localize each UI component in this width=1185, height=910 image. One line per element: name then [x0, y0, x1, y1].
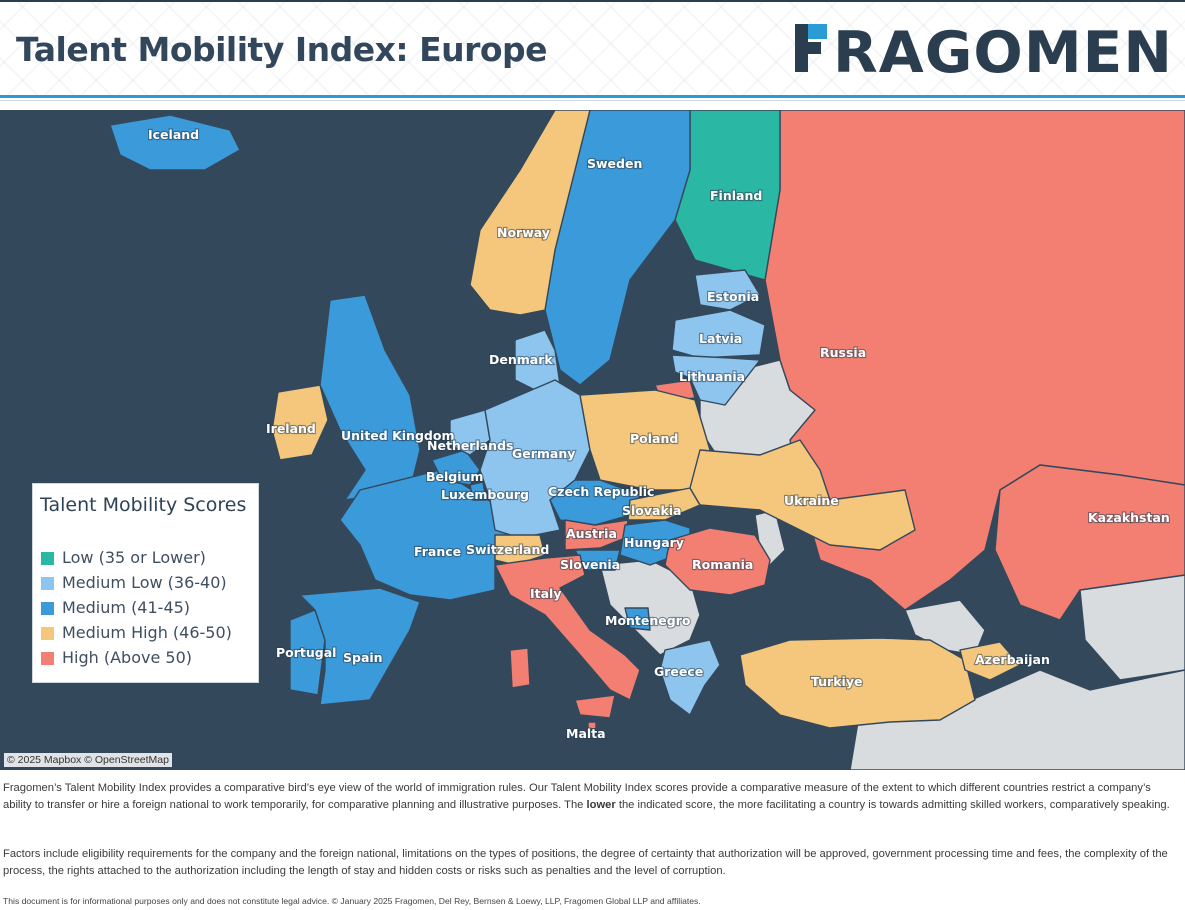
label-malta: Malta: [566, 726, 606, 741]
country-romania[interactable]: [664, 527, 771, 596]
label-montenegro: Montenegro: [605, 613, 691, 628]
legend-swatch: [41, 627, 54, 640]
label-czech-republic: Czech Republic: [548, 484, 654, 499]
header-accent-rule: [0, 95, 1185, 98]
country-luxembourg[interactable]: [469, 481, 487, 501]
page-header: Talent Mobility Index: Europe RAGOMEN: [0, 0, 1185, 101]
country-netherlands[interactable]: [449, 409, 491, 456]
description-text: Fragomen’s Talent Mobility Index provide…: [3, 782, 1151, 811]
country-norway[interactable]: [469, 110, 591, 316]
label-estonia: Estonia: [707, 289, 759, 304]
country-italy-sardinia[interactable]: [509, 647, 531, 689]
label-slovakia: Slovakia: [622, 503, 682, 518]
label-france: France: [414, 544, 461, 559]
label-slovenia: Slovenia: [560, 557, 620, 572]
label-russia: Russia: [820, 345, 866, 360]
legend-title: Talent Mobility Scores: [40, 494, 247, 516]
description-text-end: the indicated score, the more facilitati…: [615, 799, 1170, 811]
country-lithuania[interactable]: [671, 354, 761, 406]
label-azerbaijan: Azerbaijan: [975, 652, 1050, 667]
label-latvia: Latvia: [699, 331, 742, 346]
label-italy: Italy: [530, 586, 562, 601]
label-greece: Greece: [654, 664, 703, 679]
label-sweden: Sweden: [587, 156, 642, 171]
country-latvia[interactable]: [671, 309, 766, 359]
country-kazakhstan[interactable]: [994, 464, 1185, 621]
label-kazakhstan: Kazakhstan: [1088, 510, 1170, 525]
country-malta[interactable]: [587, 721, 597, 730]
country-spain[interactable]: [299, 587, 421, 706]
country-montenegro[interactable]: [624, 607, 651, 631]
country-italy-sicily[interactable]: [574, 694, 616, 719]
description-emphasis: lower: [586, 799, 616, 811]
label-austria: Austria: [566, 526, 617, 541]
country-greece[interactable]: [659, 639, 721, 716]
country-portugal[interactable]: [289, 609, 326, 696]
label-germany: Germany: [512, 446, 575, 461]
country-azerbaijan[interactable]: [959, 641, 1021, 681]
label-norway: Norway: [497, 225, 550, 240]
map-attribution[interactable]: © 2025 Mapbox © OpenStreetMap: [4, 753, 172, 767]
legend-swatch: [41, 652, 54, 665]
fragomen-logo: RAGOMEN: [795, 20, 1173, 76]
country-belgium[interactable]: [431, 449, 481, 486]
map-canvas: Iceland Sweden Finland Norway Estonia La…: [0, 110, 1185, 770]
label-denmark: Denmark: [489, 352, 553, 367]
page-title: Talent Mobility Index: Europe: [16, 30, 548, 69]
label-turkiye: Turkiye: [811, 674, 862, 689]
legend-label: Medium High (46-50): [62, 623, 232, 642]
country-germany[interactable]: [479, 379, 591, 539]
label-portugal: Portugal: [276, 645, 336, 660]
header-divider: [0, 100, 1185, 101]
legal-disclaimer: This document is for informational purpo…: [3, 896, 701, 906]
europe-map[interactable]: Iceland Sweden Finland Norway Estonia La…: [0, 110, 1185, 770]
no-data-land-balkans: [599, 559, 701, 656]
label-poland: Poland: [630, 431, 678, 446]
country-turkiye[interactable]: [739, 637, 976, 729]
country-iceland[interactable]: [109, 114, 241, 171]
legend-label: High (Above 50): [62, 648, 192, 667]
label-netherlands: Netherlands: [427, 438, 513, 453]
label-luxembourg: Luxembourg: [441, 487, 529, 502]
label-lithuania: Lithuania: [679, 369, 745, 384]
label-ukraine: Ukraine: [784, 493, 839, 508]
map-legend: Talent Mobility Scores Low (35 or Lower)…: [32, 483, 259, 683]
svg-text:RAGOMEN: RAGOMEN: [833, 20, 1173, 76]
legend-label: Medium Low (36-40): [62, 573, 227, 592]
description-paragraph: Fragomen’s Talent Mobility Index provide…: [3, 780, 1181, 814]
label-united-kingdom: United Kingdom: [341, 428, 454, 443]
country-italy[interactable]: [494, 554, 641, 701]
label-ireland: Ireland: [266, 421, 316, 436]
label-iceland: Iceland: [148, 127, 199, 142]
legend-swatch: [41, 552, 54, 565]
country-ukraine[interactable]: [689, 439, 916, 551]
legend-label: Medium (41-45): [62, 598, 191, 617]
country-estonia[interactable]: [694, 269, 761, 311]
legend-swatch: [41, 577, 54, 590]
country-slovakia[interactable]: [627, 487, 701, 521]
label-romania: Romania: [692, 557, 753, 572]
legend-label: Low (35 or Lower): [62, 548, 206, 567]
label-hungary: Hungary: [624, 535, 684, 550]
legend-swatch: [41, 602, 54, 615]
factors-paragraph: Factors include eligibility requirements…: [3, 848, 1168, 877]
label-spain: Spain: [343, 650, 383, 665]
label-belgium: Belgium: [426, 469, 483, 484]
label-switzerland: Switzerland: [466, 542, 549, 557]
label-finland: Finland: [710, 188, 762, 203]
